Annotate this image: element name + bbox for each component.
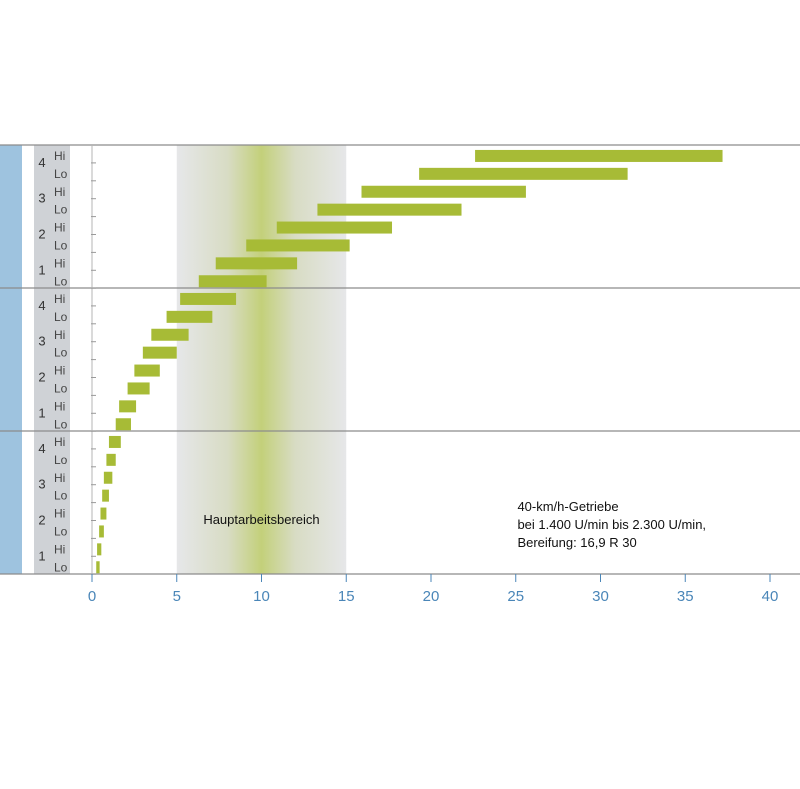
speed-range-bar [475, 149, 723, 162]
gear-range-label: Hi [54, 435, 65, 449]
x-tick-label: 25 [507, 588, 524, 605]
gear-range-label: Hi [54, 542, 65, 556]
side-bar [0, 145, 22, 574]
band-label: Hauptarbeitsbereich [203, 512, 319, 527]
speed-range-bar [276, 221, 393, 234]
gear-column [34, 145, 70, 574]
gear-range-label: Hi [54, 149, 65, 163]
x-tick-label: 10 [253, 588, 270, 605]
gear-range-label: Lo [54, 381, 68, 395]
gear-range-label: Hi [54, 507, 65, 521]
x-tick-label: 40 [762, 588, 779, 605]
speed-range-bar [99, 525, 104, 538]
speed-range-bar [108, 435, 121, 448]
speed-range-bar [102, 489, 109, 502]
gear-group-label: 2 [38, 370, 45, 385]
annotation-line: bei 1.400 U/min bis 2.300 U/min, [517, 517, 706, 532]
gear-group-label: 2 [38, 513, 45, 528]
gear-group-label: 4 [38, 298, 45, 313]
speed-range-bar [215, 257, 298, 270]
speed-range-bar [127, 382, 150, 395]
gear-range-label: Hi [54, 328, 65, 342]
speed-range-bar [198, 275, 267, 288]
annotation-line: Bereifung: 16,9 R 30 [517, 535, 636, 550]
gear-group-label: 4 [38, 441, 45, 456]
gear-range-label: Lo [54, 203, 68, 217]
gear-group-label: 2 [38, 227, 45, 242]
gear-range-label: Lo [54, 524, 68, 538]
gear-group-label: 1 [38, 405, 45, 420]
gear-range-label: Hi [54, 256, 65, 270]
gear-range-label: Hi [54, 471, 65, 485]
speed-range-bar [419, 167, 628, 180]
speed-range-bar [97, 543, 102, 556]
gear-range-label: Lo [54, 238, 68, 252]
gear-group-label: 3 [38, 334, 45, 349]
gear-range-label: Hi [54, 364, 65, 378]
speed-range-bar [246, 239, 350, 252]
speed-range-bar [142, 346, 177, 359]
gear-range-label: Hi [54, 185, 65, 199]
speed-range-bar [103, 471, 113, 484]
gear-range-label: Lo [54, 489, 68, 503]
speed-range-bar [361, 185, 526, 198]
gear-range-label: Lo [54, 274, 68, 288]
gear-range-label: Lo [54, 167, 68, 181]
gear-range-label: Lo [54, 310, 68, 324]
annotation-line: 40-km/h-Getriebe [517, 499, 618, 514]
x-tick-label: 5 [173, 588, 181, 605]
speed-range-bar [151, 328, 189, 341]
speed-range-bar [115, 418, 131, 431]
gear-group-label: 3 [38, 477, 45, 492]
x-tick-label: 20 [423, 588, 440, 605]
speed-range-bar [100, 507, 107, 520]
x-tick-label: 0 [88, 588, 96, 605]
speed-range-bar [106, 453, 116, 466]
gear-range-label: Lo [54, 560, 68, 574]
gear-group-label: 3 [38, 191, 45, 206]
gear-group-label: 1 [38, 262, 45, 277]
gear-range-label: Lo [54, 417, 68, 431]
gear-group-label: 1 [38, 548, 45, 563]
speed-range-bar [119, 400, 137, 413]
speed-range-bar [180, 292, 237, 305]
x-tick-label: 15 [338, 588, 355, 605]
speed-range-bar [134, 364, 160, 377]
speed-range-bar [96, 561, 100, 574]
gear-range-label: Hi [54, 221, 65, 235]
gear-range-label: Lo [54, 453, 68, 467]
main-working-range-band [176, 145, 347, 574]
x-tick-label: 35 [677, 588, 694, 605]
gear-group-label: 4 [38, 155, 45, 170]
gear-range-label: Hi [54, 292, 65, 306]
speed-range-bar [166, 310, 213, 323]
gear-range-label: Lo [54, 346, 68, 360]
x-tick-label: 30 [592, 588, 609, 605]
speed-range-bar [317, 203, 462, 216]
gear-range-label: Hi [54, 399, 65, 413]
